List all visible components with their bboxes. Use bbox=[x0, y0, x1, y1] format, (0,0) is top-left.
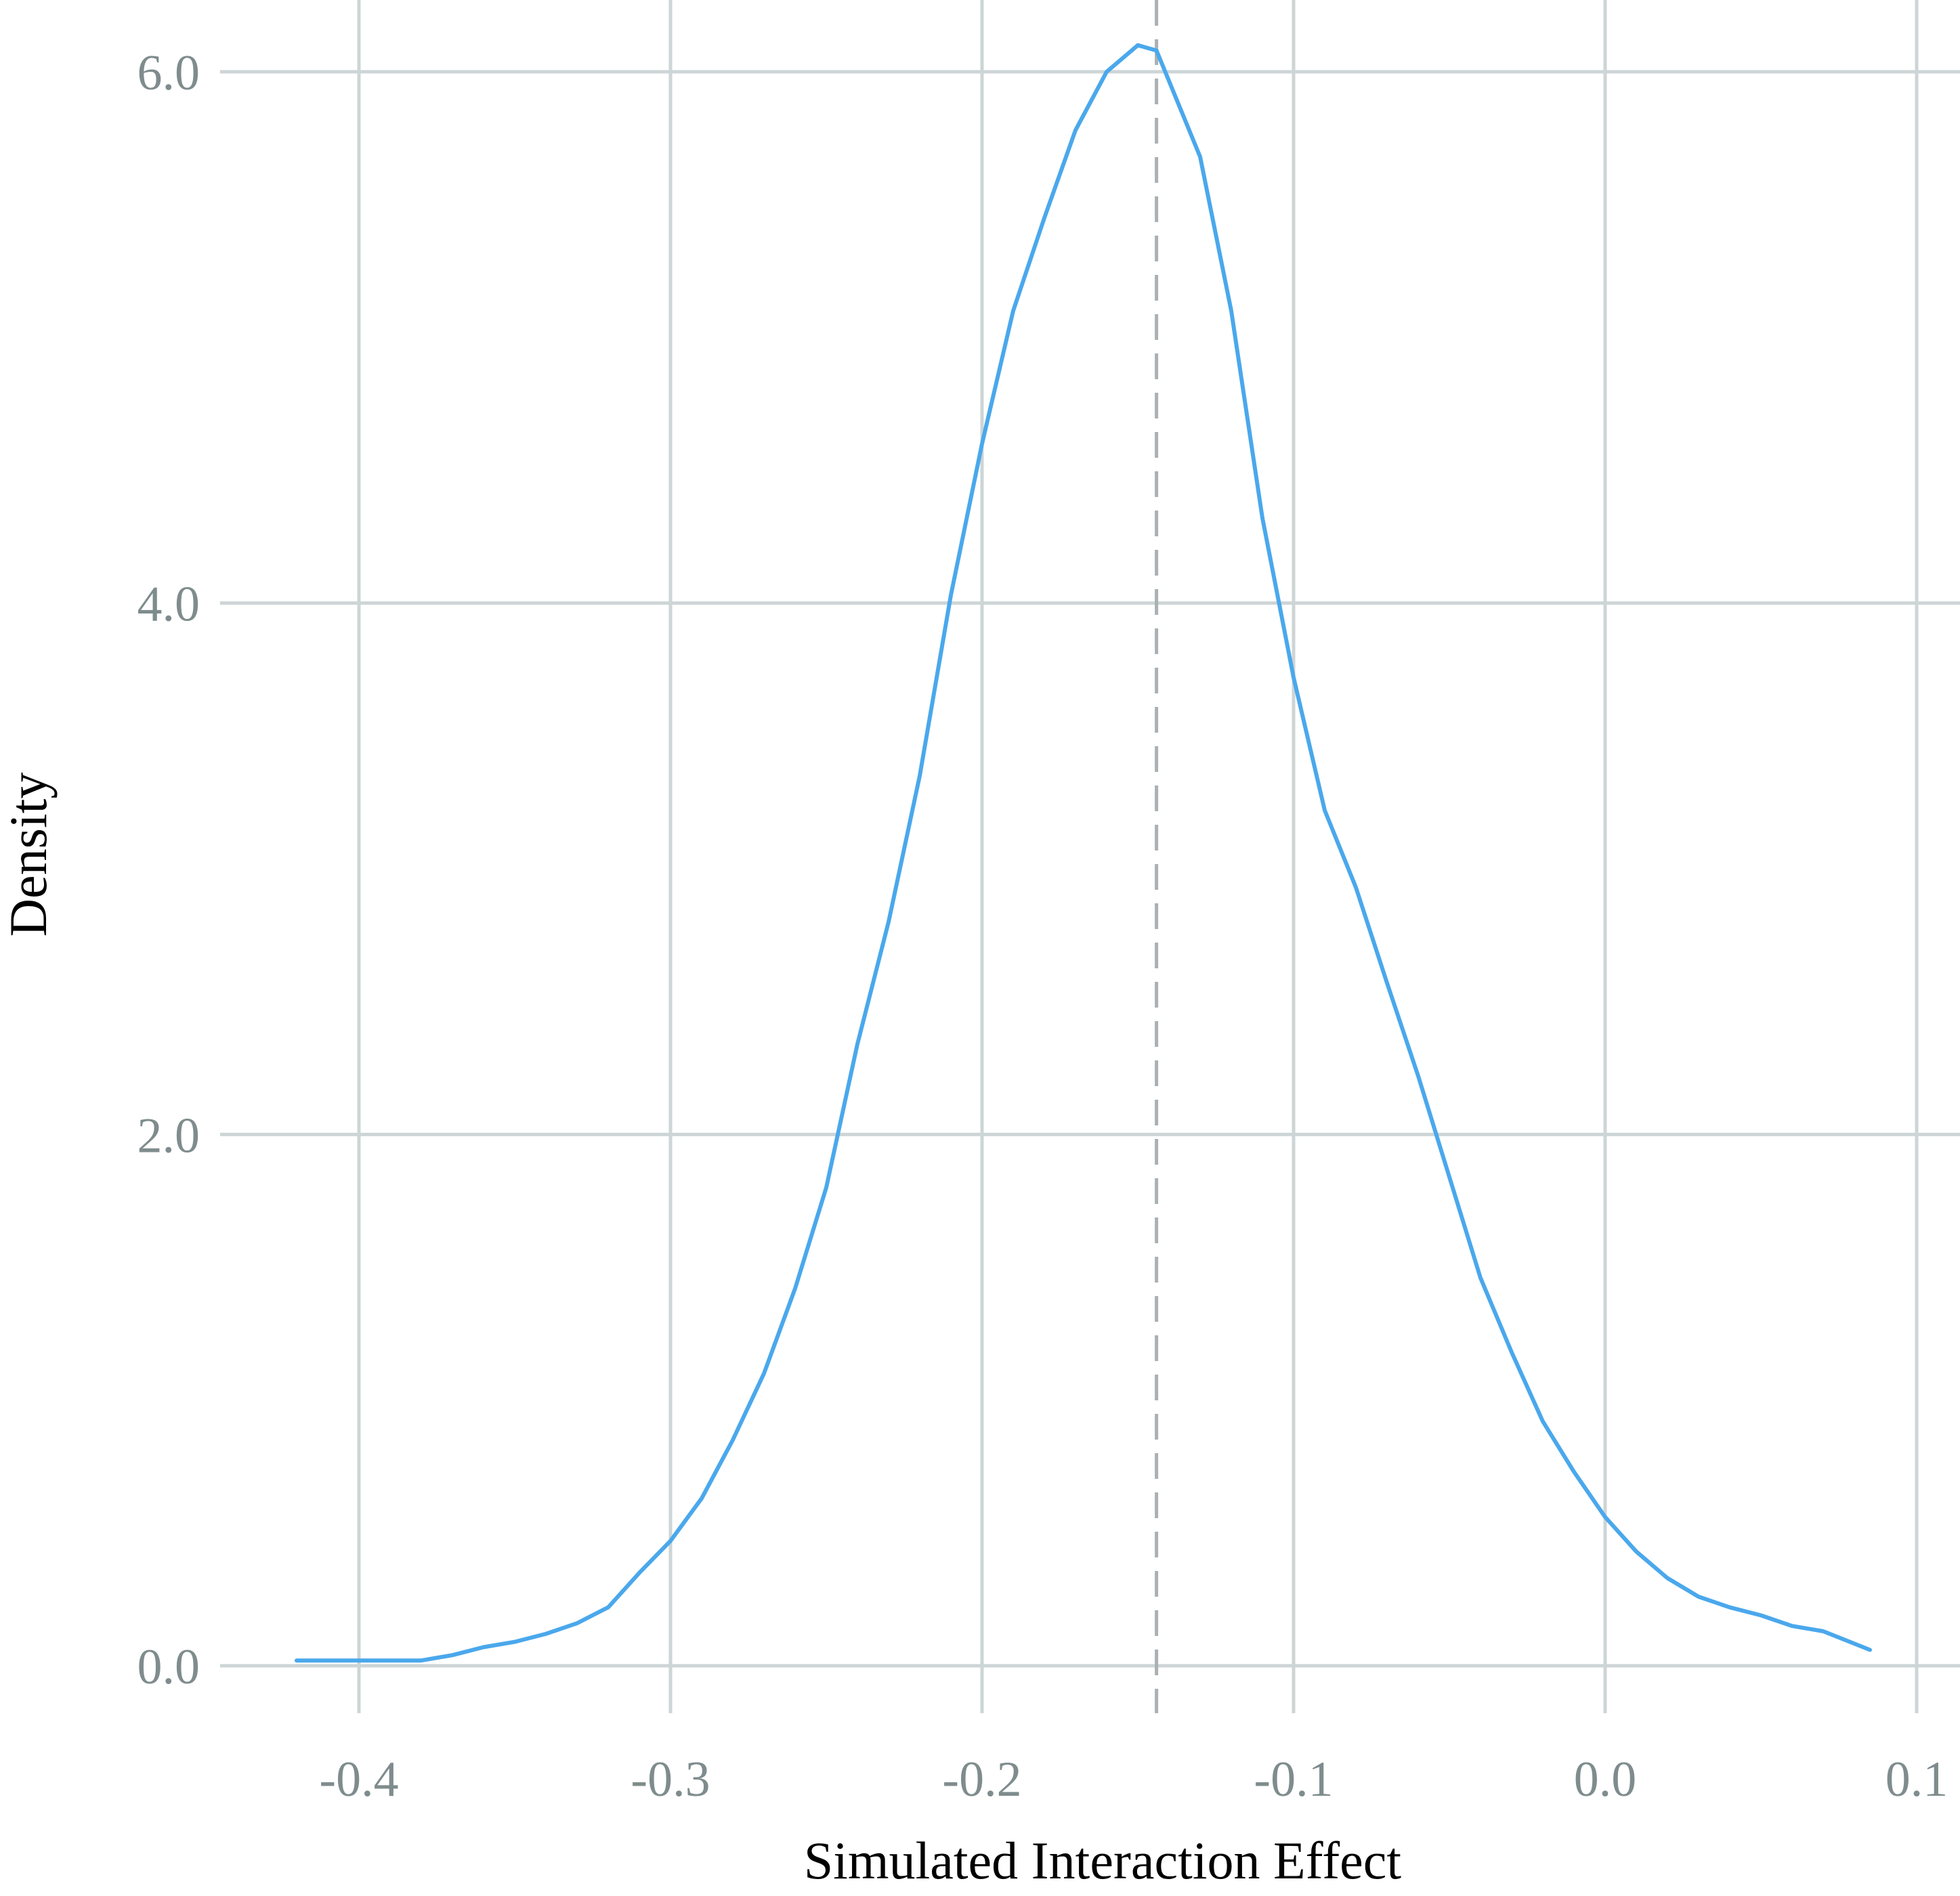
density-curve bbox=[295, 43, 1872, 1663]
y-tick-label: 0.0 bbox=[137, 1639, 200, 1695]
x-tick-label: -0.3 bbox=[631, 1752, 710, 1807]
x-axis-title: Simulated Interaction Effect bbox=[804, 1831, 1402, 1890]
y-tick-label: 2.0 bbox=[137, 1108, 200, 1163]
y-tick-label: 4.0 bbox=[137, 577, 200, 632]
x-tick-label: 0.1 bbox=[1886, 1752, 1948, 1807]
series-group bbox=[295, 43, 1872, 1663]
y-tick-label: 6.0 bbox=[137, 45, 200, 101]
horizontal-gridlines bbox=[220, 70, 1960, 1668]
x-tick-label: -0.2 bbox=[942, 1752, 1021, 1807]
y-axis-tick-labels: 0.0 2.0 4.0 6.0 bbox=[137, 45, 200, 1695]
y-axis-title: Density bbox=[0, 773, 58, 937]
vertical-gridlines bbox=[357, 0, 1919, 1713]
x-axis-tick-labels: -0.4 -0.3 -0.2 -0.1 0.0 0.1 bbox=[319, 1752, 1948, 1807]
x-tick-label: -0.1 bbox=[1254, 1752, 1333, 1807]
x-tick-label: -0.4 bbox=[319, 1752, 398, 1807]
x-tick-label: 0.0 bbox=[1574, 1752, 1637, 1807]
